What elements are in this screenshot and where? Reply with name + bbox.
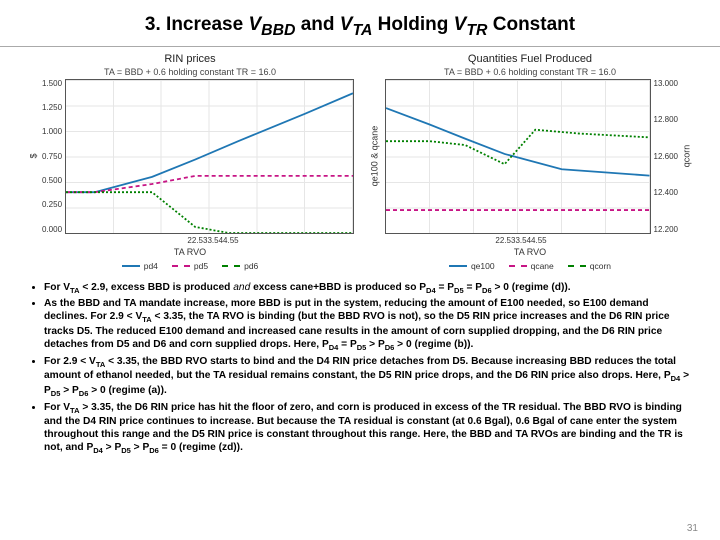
right-ylabel: qe100 & qcane	[366, 79, 382, 234]
legend-swatch	[172, 265, 190, 267]
legend-swatch	[222, 265, 240, 267]
legend-label: qcane	[531, 261, 554, 271]
left-chart-title: RIN prices	[164, 53, 215, 65]
right-yticks-right: 13.000 12.800 12.600 12.400 12.200	[651, 79, 678, 234]
legend-label: pd6	[244, 261, 258, 271]
ytick-right: 12.400	[654, 188, 678, 197]
left-yticks: 1.500 1.250 1.000 0.750 0.500 0.250 0.000	[42, 79, 65, 234]
right-chart: Quantities Fuel Produced TA = BBD + 0.6 …	[366, 53, 694, 271]
title-divider	[0, 46, 720, 47]
series-pd4	[66, 93, 353, 192]
right-ylabel2: qcorn	[678, 79, 694, 234]
right-xlabel: TA RVO	[514, 247, 546, 257]
right-legend: qe100 qcane qcorn	[449, 261, 611, 271]
bullet-item: As the BBD and TA mandate increase, more…	[44, 297, 694, 352]
xtick: 3.5	[207, 236, 218, 245]
right-chart-title: Quantities Fuel Produced	[468, 53, 592, 65]
legend-item-qe100: qe100	[449, 261, 495, 271]
ytick: 0.500	[42, 176, 62, 185]
legend-item-pd5: pd5	[172, 261, 208, 271]
xtick: 2.5	[500, 236, 511, 245]
left-xlabel: TA RVO	[174, 247, 206, 257]
left-plot-svg	[66, 80, 353, 233]
xtick: 4.5	[223, 236, 234, 245]
ytick: 0.250	[42, 200, 62, 209]
series-qcorn	[386, 130, 650, 164]
right-plot-row: qe100 & qcane 13.000 12.800 12.600 12.400 12…	[366, 79, 694, 234]
left-xticks-row: 22.533.544.55	[141, 234, 238, 245]
left-chart-subtitle: TA = BBD + 0.6 holding constant TR = 16.…	[104, 67, 276, 77]
bullet-list: For VTA < 2.9, excess BBD is produced an…	[0, 271, 720, 456]
legend-item-qcorn: qcorn	[568, 261, 611, 271]
left-ylabel: $	[26, 79, 42, 234]
legend-label: pd4	[144, 261, 158, 271]
xtick: 3.5	[515, 236, 526, 245]
legend-label: pd5	[194, 261, 208, 271]
ytick: 1.500	[42, 79, 62, 88]
legend-label: qcorn	[590, 261, 611, 271]
ytick: 0.750	[42, 152, 62, 161]
right-chart-subtitle: TA = BBD + 0.6 holding constant TR = 16.…	[444, 67, 616, 77]
right-plot-svg	[386, 80, 650, 233]
charts-row: RIN prices TA = BBD + 0.6 holding consta…	[0, 53, 720, 271]
legend-swatch	[568, 265, 586, 267]
left-plot-area	[65, 79, 354, 234]
left-legend: pd4 pd5 pd6	[122, 261, 259, 271]
legend-swatch	[122, 265, 140, 267]
ytick: 1.000	[42, 127, 62, 136]
bullet-item: For 2.9 < VTA < 3.35, the BBD RVO starts…	[44, 355, 694, 399]
ytick-right: 12.600	[654, 152, 678, 161]
slide-number: 31	[687, 523, 698, 534]
legend-swatch	[509, 265, 527, 267]
xtick: 5	[234, 236, 238, 245]
right-xticks-row: 22.533.544.55	[465, 234, 594, 245]
right-xticks: 22.533.544.55	[495, 236, 546, 245]
series-pd6	[66, 192, 353, 233]
series-qe100	[386, 108, 650, 176]
legend-item-qcane: qcane	[509, 261, 554, 271]
left-chart: RIN prices TA = BBD + 0.6 holding consta…	[26, 53, 354, 271]
series-pd5	[66, 176, 353, 192]
legend-item-pd4: pd4	[122, 261, 158, 271]
bullet-item: For VTA < 2.9, excess BBD is produced an…	[44, 281, 694, 296]
right-plot-area	[385, 79, 651, 234]
legend-label: qe100	[471, 261, 495, 271]
left-plot-row: $ 1.500 1.250 1.000 0.750 0.500 0.250 0.000	[26, 79, 354, 234]
legend-item-pd6: pd6	[222, 261, 258, 271]
slide-title: 3. Increase VBBD and VTA Holding VTR Con…	[0, 0, 720, 46]
ytick-right: 13.000	[654, 79, 678, 88]
ytick-right: 12.800	[654, 115, 678, 124]
xtick: 4.5	[531, 236, 542, 245]
legend-swatch	[449, 265, 467, 267]
xtick: 2.5	[192, 236, 203, 245]
ytick: 0.000	[42, 225, 62, 234]
title-text: 3. Increase VBBD and VTA Holding VTR Con…	[145, 14, 575, 35]
left-xticks: 22.533.544.55	[187, 236, 238, 245]
ytick: 1.250	[42, 103, 62, 112]
ytick-right: 12.200	[654, 225, 678, 234]
bullet-item: For VTA > 3.35, the D6 RIN price has hit…	[44, 401, 694, 456]
